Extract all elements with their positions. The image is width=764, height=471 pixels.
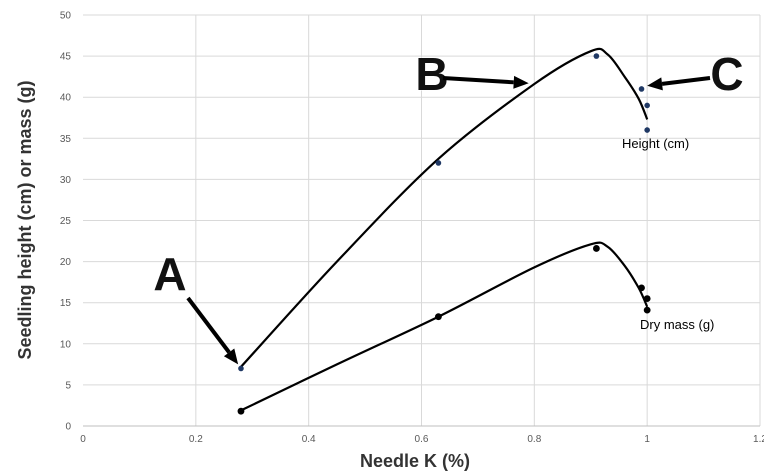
- annotation-arrow-head: [223, 348, 239, 365]
- data-point: [592, 245, 600, 252]
- horizontal-gridlines: [83, 14, 760, 386]
- data-point: [237, 407, 245, 415]
- annotation-arrow-head: [513, 75, 529, 89]
- y-axis-title: Seedling height (cm) or mass (g): [15, 80, 35, 359]
- annotation-arrow-shaft: [661, 76, 711, 86]
- annotation-arrow-shaft: [442, 76, 514, 85]
- annotation-arrow-head: [647, 77, 663, 91]
- y-tick-label: 35: [60, 134, 72, 145]
- y-tick-labels: 0 5 10 15 20 25 30 35 40 45 50: [60, 11, 72, 433]
- series-label-dry-mass: Dry mass (g): [640, 317, 714, 332]
- data-point: [238, 365, 244, 372]
- data-point: [593, 53, 600, 59]
- x-tick-label: 0.6: [415, 434, 429, 445]
- annotation-arrow-shaft: [186, 296, 231, 354]
- y-tick-label: 40: [60, 93, 72, 104]
- y-tick-label: 25: [60, 216, 72, 227]
- annotation-letter: C: [710, 48, 743, 100]
- data-point: [435, 160, 442, 166]
- trendline: [240, 241, 649, 412]
- series-label-height: Height (cm): [622, 136, 689, 151]
- y-tick-label: 30: [60, 175, 72, 186]
- y-tick-label: 10: [60, 339, 72, 350]
- data-point: [643, 306, 651, 314]
- annotation-letter: A: [153, 248, 186, 300]
- y-tick-label: 0: [65, 422, 71, 433]
- y-tick-label: 20: [60, 257, 72, 268]
- data-point: [638, 86, 645, 92]
- x-tick-label: 1.2: [753, 434, 764, 445]
- x-tick-labels: 0 0.2 0.4 0.6 0.8 1 1.2: [80, 434, 764, 445]
- y-tick-label: 45: [60, 52, 72, 63]
- x-tick-label: 0.2: [189, 434, 203, 445]
- x-tick-label: 0.8: [527, 434, 541, 445]
- data-point: [644, 127, 650, 133]
- y-tick-label: 50: [60, 11, 72, 22]
- x-tick-label: 0.4: [302, 434, 316, 445]
- annotation-letter: B: [415, 48, 448, 100]
- y-tick-label: 15: [60, 298, 72, 309]
- annotations: A B C: [153, 48, 744, 365]
- x-tick-label: 1: [644, 434, 650, 445]
- trendline: [240, 47, 649, 368]
- data-point: [644, 102, 650, 109]
- trendlines: [240, 47, 649, 412]
- data-points: [237, 53, 651, 415]
- data-point: [643, 295, 651, 302]
- x-tick-label: 0: [80, 434, 86, 445]
- data-point: [435, 313, 442, 321]
- x-axis-title: Needle K (%): [360, 451, 470, 471]
- data-point: [638, 284, 645, 292]
- y-tick-label: 5: [65, 380, 71, 391]
